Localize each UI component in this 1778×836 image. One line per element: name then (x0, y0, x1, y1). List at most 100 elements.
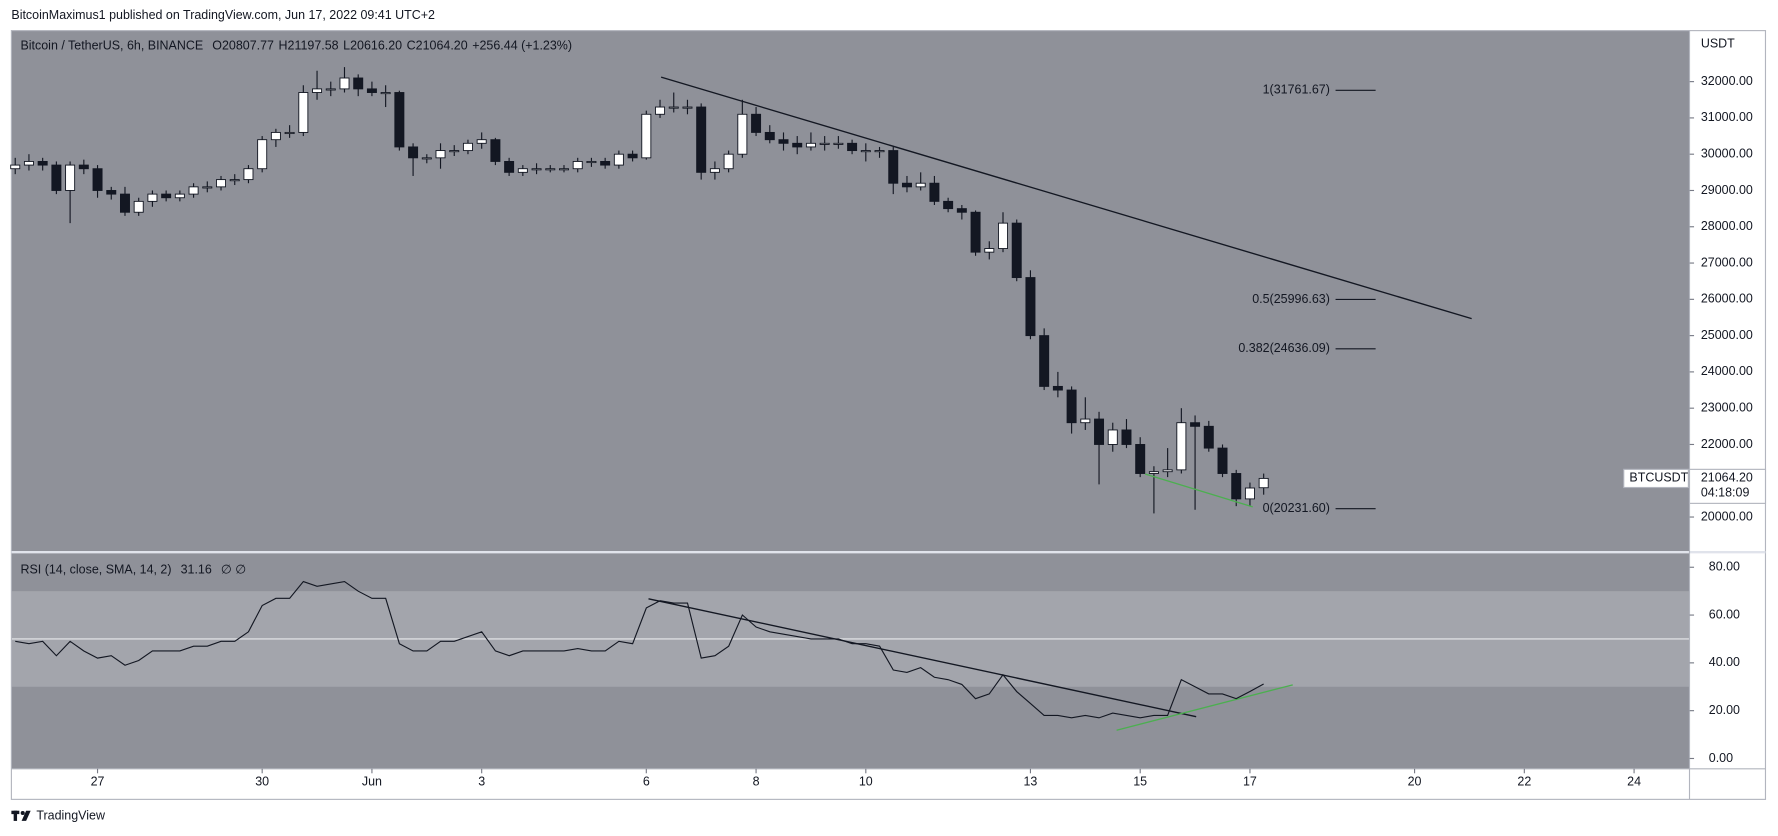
candle-body (531, 168, 542, 171)
y-tick-label: 26000.00 (1701, 292, 1753, 306)
candle-body (572, 161, 583, 170)
fib-label: 0(20231.60) (1263, 501, 1330, 515)
candle-body (1121, 429, 1132, 445)
candle-body (668, 106, 679, 109)
candle-body (970, 211, 981, 253)
candle-body (229, 179, 240, 182)
price-tag-countdown: 04:18:09 (1701, 485, 1750, 499)
candle-body (696, 106, 707, 173)
legend-key: L (343, 39, 350, 53)
symbol-tag (1623, 468, 1689, 489)
candle-body (243, 168, 254, 181)
rsi-title: RSI (14, close, SMA, 14, 2) (20, 563, 171, 577)
x-tick-label: 20 (1408, 775, 1422, 789)
candle-body (106, 190, 117, 195)
candle-body (943, 200, 954, 210)
candle-body (188, 186, 199, 195)
candle-body (956, 208, 967, 213)
candle-body (133, 200, 144, 213)
candle-body (1094, 418, 1105, 445)
candle-body (449, 150, 460, 153)
y-tick-label: 32000.00 (1701, 74, 1753, 88)
fib-label: 1(31761.67) (1263, 83, 1330, 97)
x-tick-label: 30 (255, 775, 269, 789)
candle-body (394, 92, 405, 148)
rsi-extra: ∅ ∅ (221, 563, 246, 577)
y-tick-label: 28000.00 (1701, 219, 1753, 233)
candle-body (147, 193, 158, 202)
legend-value: 20807.77 (222, 39, 274, 53)
y-tick-label: 25000.00 (1701, 328, 1753, 342)
price-legend: Bitcoin / TetherUS, 6h, BINANCE O20807.77… (20, 39, 572, 53)
candle-body (613, 153, 624, 166)
candle-body (1231, 473, 1242, 500)
candle-body (23, 161, 34, 166)
candle-body (984, 248, 995, 253)
candle-body (65, 164, 76, 191)
candle-body (627, 153, 638, 159)
candle-body (1080, 418, 1091, 424)
x-tick-label: 3 (478, 775, 485, 789)
candle-body (901, 182, 912, 188)
candle-body (709, 168, 720, 173)
candle-body (682, 106, 693, 109)
candle-body (462, 142, 473, 152)
x-tick-label: 24 (1627, 775, 1641, 789)
candle-body (161, 193, 172, 199)
candle-body (366, 88, 377, 93)
candle-body (517, 168, 528, 173)
footer-brand: TradingView (36, 809, 106, 823)
x-tick-label: 8 (753, 775, 760, 789)
price-trendline (1144, 473, 1253, 508)
x-tick-label: 15 (1133, 775, 1147, 789)
candle-body (1025, 277, 1036, 337)
candle-body (874, 150, 885, 153)
candle-body (257, 139, 268, 170)
candle-body (1039, 335, 1050, 387)
y-tick-label: 29000.00 (1701, 183, 1753, 197)
candle-body (380, 92, 391, 95)
candle-body (1244, 487, 1255, 500)
footer-logo (11, 810, 31, 821)
candle-body (339, 77, 350, 90)
candle-body (408, 146, 419, 159)
symbol: Bitcoin / TetherUS, 6h, BINANCE (20, 39, 203, 53)
rsi-trendline (1116, 684, 1293, 731)
candle-body (888, 150, 899, 184)
candle-body (435, 150, 446, 159)
candle-body (1052, 385, 1063, 391)
candle-body (216, 179, 227, 188)
legend-value: 21064.20 (416, 39, 468, 53)
y-tick-label: 22000.00 (1701, 437, 1753, 451)
x-tick-label: 17 (1243, 775, 1257, 789)
candle-body (860, 150, 871, 153)
candle-body (600, 161, 611, 166)
rsi-legend: RSI (14, close, SMA, 14, 2) 31.16 ∅ ∅ (20, 563, 246, 577)
legend-key: C (407, 39, 416, 53)
candle-body (78, 164, 89, 170)
fib-label: 0.5(25996.63) (1252, 292, 1330, 306)
candle-body (586, 161, 597, 164)
candle-body (1162, 469, 1173, 473)
price-trendline (660, 76, 1472, 320)
candle-body (655, 106, 666, 115)
price-tag-label: 21064.20 (1701, 471, 1753, 485)
x-tick-label: 27 (91, 775, 105, 789)
candle-body (1066, 389, 1077, 424)
candle-body (792, 142, 803, 148)
candle-body (202, 186, 213, 189)
y-tick-label: 27000.00 (1701, 255, 1753, 269)
rsi-y-tick-label: 0.00 (1709, 751, 1733, 765)
candle-body (37, 161, 48, 166)
candle-body (1135, 444, 1146, 474)
candle-body (504, 161, 515, 173)
candle-body (1217, 447, 1228, 474)
rsi-value: 31.16 (181, 563, 212, 577)
publisher-line: BitcoinMaximus1 published on TradingView… (11, 8, 435, 22)
candle-body (490, 139, 501, 162)
candle-body (325, 88, 336, 91)
candle-body (915, 182, 926, 188)
legend-key: H (279, 39, 288, 53)
y-axis-label: USDT (1701, 37, 1735, 51)
price-pane (11, 30, 1690, 553)
